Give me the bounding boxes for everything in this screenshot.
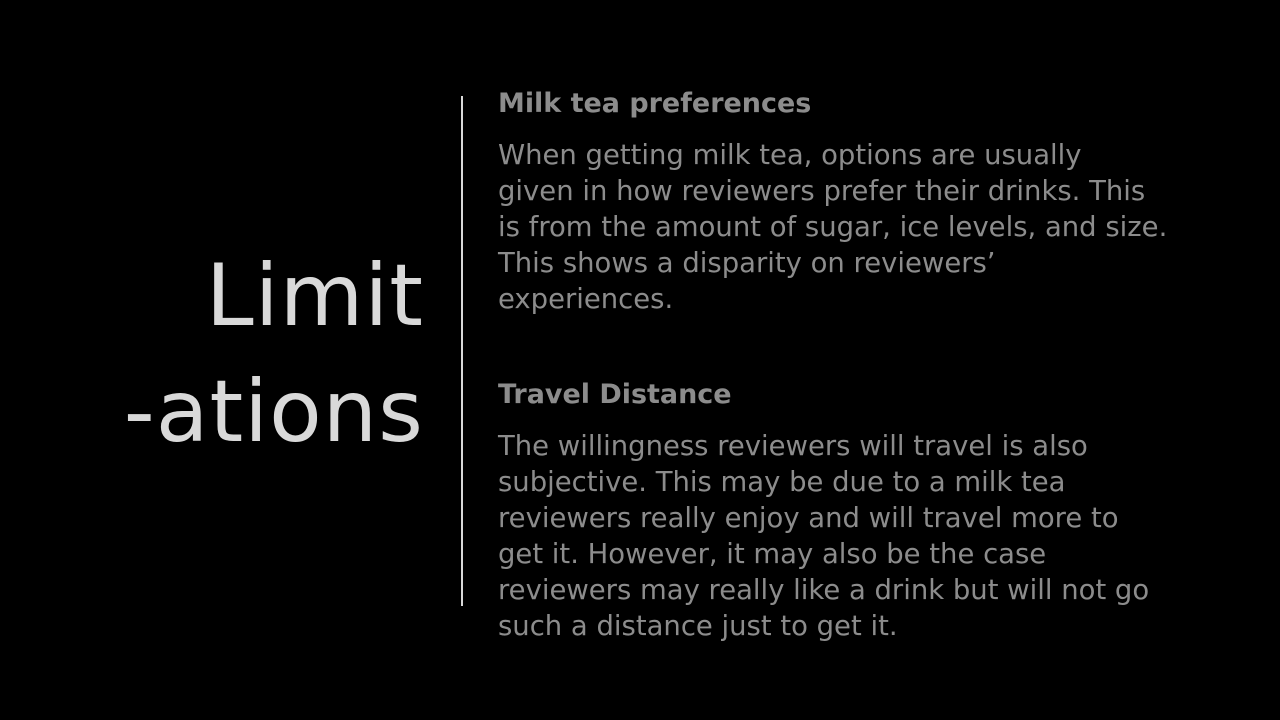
section-body: When getting milk tea, options are usual… — [498, 138, 1273, 318]
section-heading: Travel Distance — [498, 379, 732, 410]
body-line: The willingness reviewers will travel is… — [498, 431, 1088, 462]
section-heading: Milk tea preferences — [498, 88, 812, 119]
body-line: is from the amount of sugar, ice levels,… — [498, 212, 1168, 243]
section-travel-distance: Travel Distance The willingness reviewer… — [498, 377, 1273, 645]
body-line: experiences. — [498, 284, 674, 315]
body-line: reviewers really enjoy and will travel m… — [498, 503, 1119, 534]
body-line: such a distance just to get it. — [498, 611, 898, 642]
body-line: This shows a disparity on reviewers’ — [498, 248, 996, 279]
body-line: given in how reviewers prefer their drin… — [498, 176, 1146, 207]
body-line: get it. However, it may also be the case — [498, 539, 1047, 570]
section-body: The willingness reviewers will travel is… — [498, 429, 1273, 645]
body-line: When getting milk tea, options are usual… — [498, 140, 1082, 171]
title-line-2: -ations — [123, 362, 424, 462]
body-line: subjective. This may be due to a milk te… — [498, 467, 1066, 498]
body-line: reviewers may really like a drink but wi… — [498, 575, 1150, 606]
vertical-divider — [461, 96, 463, 606]
section-milk-tea-preferences: Milk tea preferences When getting milk t… — [498, 86, 1273, 318]
title-line-1: Limit — [205, 246, 424, 346]
slide-title: Limit -ations — [124, 238, 424, 470]
